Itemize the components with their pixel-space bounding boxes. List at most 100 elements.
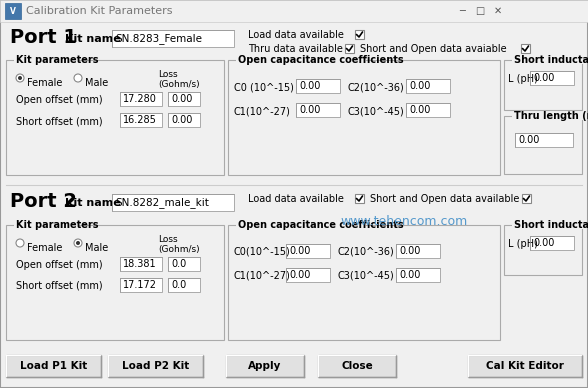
Text: V: V xyxy=(10,7,16,16)
Text: Load P1 Kit: Load P1 Kit xyxy=(20,361,87,371)
Bar xyxy=(112,30,234,47)
Bar xyxy=(504,116,582,174)
Bar xyxy=(286,268,330,282)
Text: Short and Open data available: Short and Open data available xyxy=(370,194,519,204)
Text: L (pH): L (pH) xyxy=(508,74,538,84)
Text: 0.00: 0.00 xyxy=(409,105,430,115)
Text: Female: Female xyxy=(27,243,62,253)
Circle shape xyxy=(18,76,22,80)
Bar xyxy=(512,112,586,120)
Text: 0.0: 0.0 xyxy=(171,280,186,290)
Text: 0.00: 0.00 xyxy=(533,73,554,83)
Text: 18.381: 18.381 xyxy=(123,259,156,269)
Bar xyxy=(228,225,500,340)
Text: C3(10^-45): C3(10^-45) xyxy=(338,271,395,281)
Bar xyxy=(406,79,450,93)
Text: www.tehencom.com: www.tehencom.com xyxy=(340,215,467,228)
Text: L (pH): L (pH) xyxy=(508,239,538,249)
Text: C1(10^-27): C1(10^-27) xyxy=(234,106,291,116)
Bar xyxy=(286,244,330,258)
Text: Short offset (mm): Short offset (mm) xyxy=(16,116,103,126)
Text: 0.00: 0.00 xyxy=(399,270,420,280)
Bar xyxy=(168,113,200,127)
Bar xyxy=(296,103,340,117)
Bar xyxy=(6,60,224,175)
Text: ✕: ✕ xyxy=(494,6,502,16)
Text: C0(10^-15): C0(10^-15) xyxy=(234,247,290,257)
Text: C3(10^-45): C3(10^-45) xyxy=(348,106,405,116)
Text: Loss
(Gohm/s): Loss (Gohm/s) xyxy=(158,70,199,89)
Circle shape xyxy=(74,74,82,82)
Text: 0.00: 0.00 xyxy=(171,94,192,104)
Bar xyxy=(120,92,162,106)
Bar xyxy=(530,71,574,85)
Text: 17.172: 17.172 xyxy=(123,280,157,290)
Text: 0.00: 0.00 xyxy=(518,135,539,145)
Text: Thru length (mm): Thru length (mm) xyxy=(514,111,588,121)
Bar xyxy=(522,194,531,203)
Circle shape xyxy=(16,74,24,82)
Text: Kit name: Kit name xyxy=(65,198,121,208)
Bar xyxy=(112,194,234,211)
Circle shape xyxy=(74,239,82,247)
Text: Kit name: Kit name xyxy=(65,34,121,44)
Text: Load P2 Kit: Load P2 Kit xyxy=(122,361,189,371)
Text: Female: Female xyxy=(27,78,62,88)
Text: Open capacitance coefficients: Open capacitance coefficients xyxy=(238,55,403,65)
Text: Short offset (mm): Short offset (mm) xyxy=(16,281,103,291)
Text: 16.285: 16.285 xyxy=(123,115,157,125)
Bar xyxy=(14,56,79,64)
Text: 0.00: 0.00 xyxy=(299,105,320,115)
Text: Port 1: Port 1 xyxy=(10,28,77,47)
Text: Short and Open data avaiable: Short and Open data avaiable xyxy=(360,44,507,54)
Bar xyxy=(120,257,162,271)
Bar xyxy=(318,355,396,377)
Bar xyxy=(396,244,440,258)
Bar xyxy=(396,268,440,282)
Bar xyxy=(468,355,582,377)
Bar xyxy=(504,60,582,110)
Bar xyxy=(236,221,366,229)
Text: Open capacitance coefficients: Open capacitance coefficients xyxy=(238,220,403,230)
Text: Thru data available: Thru data available xyxy=(248,44,343,54)
Text: Short inductance: Short inductance xyxy=(514,220,588,230)
Bar xyxy=(345,44,354,53)
Text: 17.280: 17.280 xyxy=(123,94,157,104)
Text: □: □ xyxy=(475,6,485,16)
Bar xyxy=(108,355,203,377)
Text: C0 (10^-15): C0 (10^-15) xyxy=(234,82,294,92)
Bar xyxy=(14,221,79,229)
Text: 0.00: 0.00 xyxy=(399,246,420,256)
Text: C2(10^-36): C2(10^-36) xyxy=(338,247,395,257)
Bar xyxy=(0,0,588,22)
Text: Load data available: Load data available xyxy=(248,30,344,40)
Bar xyxy=(512,221,586,229)
Bar xyxy=(226,355,304,377)
Text: Apply: Apply xyxy=(248,361,282,371)
Bar xyxy=(168,278,200,292)
Bar xyxy=(5,3,21,19)
Text: Male: Male xyxy=(85,78,108,88)
Text: 0.00: 0.00 xyxy=(171,115,192,125)
Bar xyxy=(406,103,450,117)
Bar xyxy=(168,257,200,271)
Text: Port 2: Port 2 xyxy=(10,192,77,211)
Text: Close: Close xyxy=(341,361,373,371)
Text: ─: ─ xyxy=(459,6,465,16)
Text: 0.00: 0.00 xyxy=(533,238,554,248)
Text: 0.00: 0.00 xyxy=(299,81,320,91)
Text: C2(10^-36): C2(10^-36) xyxy=(348,82,405,92)
Text: C1(10^-27): C1(10^-27) xyxy=(234,271,291,281)
Bar xyxy=(168,92,200,106)
Text: Open offset (mm): Open offset (mm) xyxy=(16,260,103,270)
Text: SN.8283_Female: SN.8283_Female xyxy=(115,33,202,44)
Bar xyxy=(120,113,162,127)
Bar xyxy=(504,225,582,275)
Text: Open offset (mm): Open offset (mm) xyxy=(16,95,103,105)
Text: Short inductance: Short inductance xyxy=(514,55,588,65)
Text: SN.8282_male_kit: SN.8282_male_kit xyxy=(115,197,209,208)
Bar xyxy=(521,44,530,53)
Text: 0.00: 0.00 xyxy=(289,270,310,280)
Text: Cal Kit Editor: Cal Kit Editor xyxy=(486,361,564,371)
Bar xyxy=(355,194,364,203)
